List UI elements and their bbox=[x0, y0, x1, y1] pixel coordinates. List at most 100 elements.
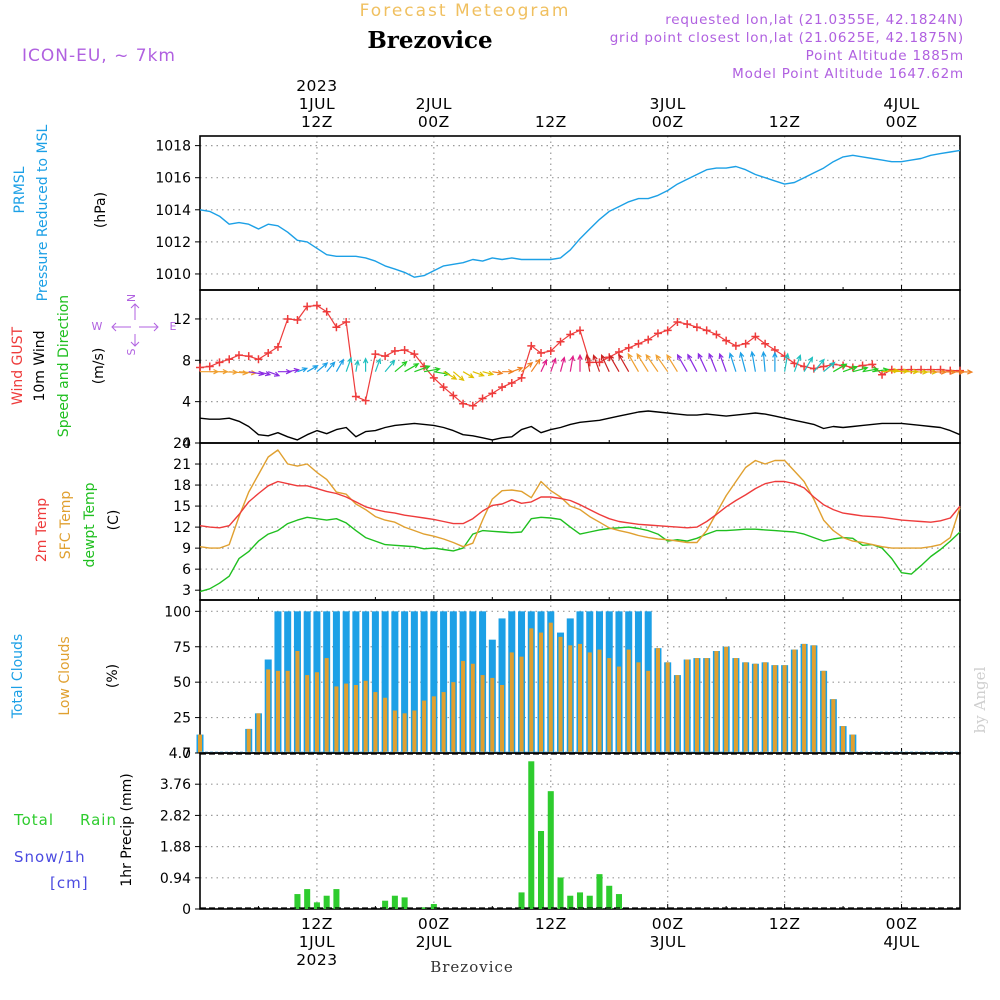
low-cloud-bar bbox=[422, 700, 427, 753]
low-cloud-bar bbox=[402, 713, 407, 753]
low-cloud-bar bbox=[246, 728, 251, 753]
gust-point bbox=[761, 339, 770, 348]
low-cloud-bar bbox=[480, 675, 485, 753]
low-cloud-bar bbox=[392, 710, 397, 753]
gust-point bbox=[293, 315, 302, 324]
low-cloud-bar bbox=[509, 652, 514, 753]
low-cloud-bar bbox=[685, 659, 690, 753]
wind-direction-arrow bbox=[803, 356, 814, 373]
gust-point bbox=[663, 326, 672, 335]
gust-point bbox=[576, 326, 584, 335]
wind-direction-arrow bbox=[452, 371, 465, 382]
bottom-time-label: 00Z bbox=[886, 915, 918, 933]
wind-direction-arrow bbox=[569, 354, 575, 372]
precipitation-ytick-label: 2.82 bbox=[160, 808, 191, 824]
low-cloud-bar bbox=[266, 669, 271, 753]
wind-direction-arrow bbox=[592, 354, 601, 372]
legend-cm: [cm] bbox=[50, 874, 89, 892]
temperature-ytick-label: 6 bbox=[182, 562, 191, 578]
wind-direction-arrow bbox=[297, 367, 309, 373]
pressure-line bbox=[199, 149, 961, 278]
legend-rain: Rain bbox=[80, 811, 117, 829]
rain-bar bbox=[518, 892, 525, 909]
low-cloud-bar bbox=[197, 734, 203, 753]
requested-coords: requested lon,lat (21.0355E, 42.1824N) bbox=[665, 12, 964, 28]
total-cloud-bar bbox=[430, 611, 438, 753]
top-time-label: 12Z bbox=[301, 113, 333, 131]
wind-direction-arrow bbox=[718, 352, 727, 372]
gust-point bbox=[322, 307, 331, 316]
gust-point bbox=[868, 360, 877, 369]
gust-point bbox=[459, 399, 468, 408]
bottom-time-label: 12Z bbox=[769, 915, 801, 933]
wind-direction-arrow bbox=[676, 353, 688, 372]
total-cloud-bar bbox=[449, 611, 457, 753]
bottom-time-label: 2023 bbox=[296, 951, 337, 969]
bottom-time-label: 00Z bbox=[418, 915, 450, 933]
clouds-unit: (%) bbox=[105, 664, 121, 688]
gust-point bbox=[234, 351, 243, 360]
low-cloud-bar bbox=[558, 636, 563, 753]
rain-bar bbox=[615, 894, 622, 909]
wind-direction-arrow bbox=[627, 352, 640, 372]
gust-point bbox=[673, 318, 682, 327]
low-cloud-bar bbox=[470, 663, 475, 753]
low-cloud-bar bbox=[802, 643, 807, 753]
low-cloud-bar bbox=[841, 726, 846, 753]
gust-point bbox=[498, 383, 507, 392]
gust-point bbox=[488, 389, 497, 398]
low-cloud-bar bbox=[383, 697, 388, 753]
wind-direction-arrow bbox=[394, 360, 408, 373]
legend-snow: Snow/1h bbox=[14, 848, 86, 866]
wind-direction-arrow bbox=[584, 353, 591, 372]
low-cloud-bar bbox=[694, 658, 699, 753]
rain-bar bbox=[538, 831, 545, 909]
top-time-label: 00Z bbox=[886, 113, 918, 131]
compass-n: N bbox=[125, 294, 138, 302]
wind-unit-text: (m/s) bbox=[91, 348, 107, 385]
2m-temp-line bbox=[199, 480, 961, 529]
wind-direction-arrow bbox=[833, 363, 848, 373]
low-cloud-bar bbox=[821, 670, 826, 753]
low-cloud-bar bbox=[295, 651, 300, 753]
low-cloud-bar bbox=[724, 646, 729, 753]
bottom-time-label: 2JUL bbox=[416, 933, 452, 951]
clouds-label-text: Low Clouds bbox=[57, 636, 73, 715]
compass-s: S bbox=[125, 348, 138, 355]
model-label: ICON-EU, ~ 7km bbox=[22, 46, 176, 66]
point-altitude: Point Altitude 1885m bbox=[806, 48, 964, 64]
low-cloud-bar bbox=[363, 680, 368, 753]
clouds-label-text: Total Clouds bbox=[10, 634, 26, 719]
temp-label-text: 2m Temp bbox=[34, 498, 50, 562]
total-cloud-bar bbox=[420, 611, 428, 753]
pressure-ytick-label: 1016 bbox=[155, 171, 191, 187]
low-cloud-bar bbox=[811, 645, 816, 753]
gust-point bbox=[264, 349, 273, 358]
total-cloud-bar bbox=[440, 611, 448, 753]
pressure-ytick-label: 1014 bbox=[155, 203, 191, 219]
low-cloud-bar bbox=[431, 696, 436, 753]
wind-label: Wind GUST bbox=[10, 326, 26, 405]
bottom-time-label: 12Z bbox=[535, 915, 567, 933]
wind-direction-arrow bbox=[697, 352, 708, 372]
wind-direction-arrow bbox=[326, 361, 336, 373]
gust-point bbox=[468, 401, 477, 410]
low-cloud-bar bbox=[519, 656, 524, 753]
low-cloud-bar bbox=[733, 658, 738, 753]
pressure-label: Pressure Reduced to MSL bbox=[35, 124, 51, 301]
pressure-label: PRMSL bbox=[12, 166, 28, 213]
precip-axis-label: 1hr Precip (mm) bbox=[119, 773, 135, 886]
clouds-ytick-label: 50 bbox=[173, 675, 191, 691]
wind-label-text: 10m Wind bbox=[32, 330, 48, 401]
wind-direction-arrow bbox=[345, 356, 353, 372]
gust-point bbox=[449, 391, 458, 400]
total-cloud-bar bbox=[371, 611, 379, 753]
wind-direction-arrow bbox=[823, 361, 836, 373]
clouds-label: Low Clouds bbox=[57, 636, 73, 715]
top-time-label: 1JUL bbox=[299, 95, 335, 113]
precip-axis-label-text: 1hr Precip (mm) bbox=[119, 773, 135, 886]
gust-point bbox=[205, 362, 214, 371]
gust-point bbox=[273, 342, 282, 351]
wind-direction-arrow bbox=[306, 365, 319, 373]
